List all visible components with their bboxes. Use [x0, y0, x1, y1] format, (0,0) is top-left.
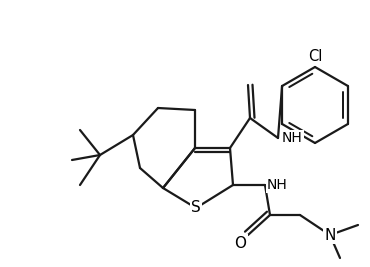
Text: NH: NH — [267, 178, 288, 192]
Text: O: O — [234, 236, 246, 251]
Text: Cl: Cl — [308, 49, 322, 64]
Text: NH: NH — [282, 131, 303, 145]
Text: S: S — [191, 201, 201, 215]
Text: N: N — [324, 227, 336, 242]
